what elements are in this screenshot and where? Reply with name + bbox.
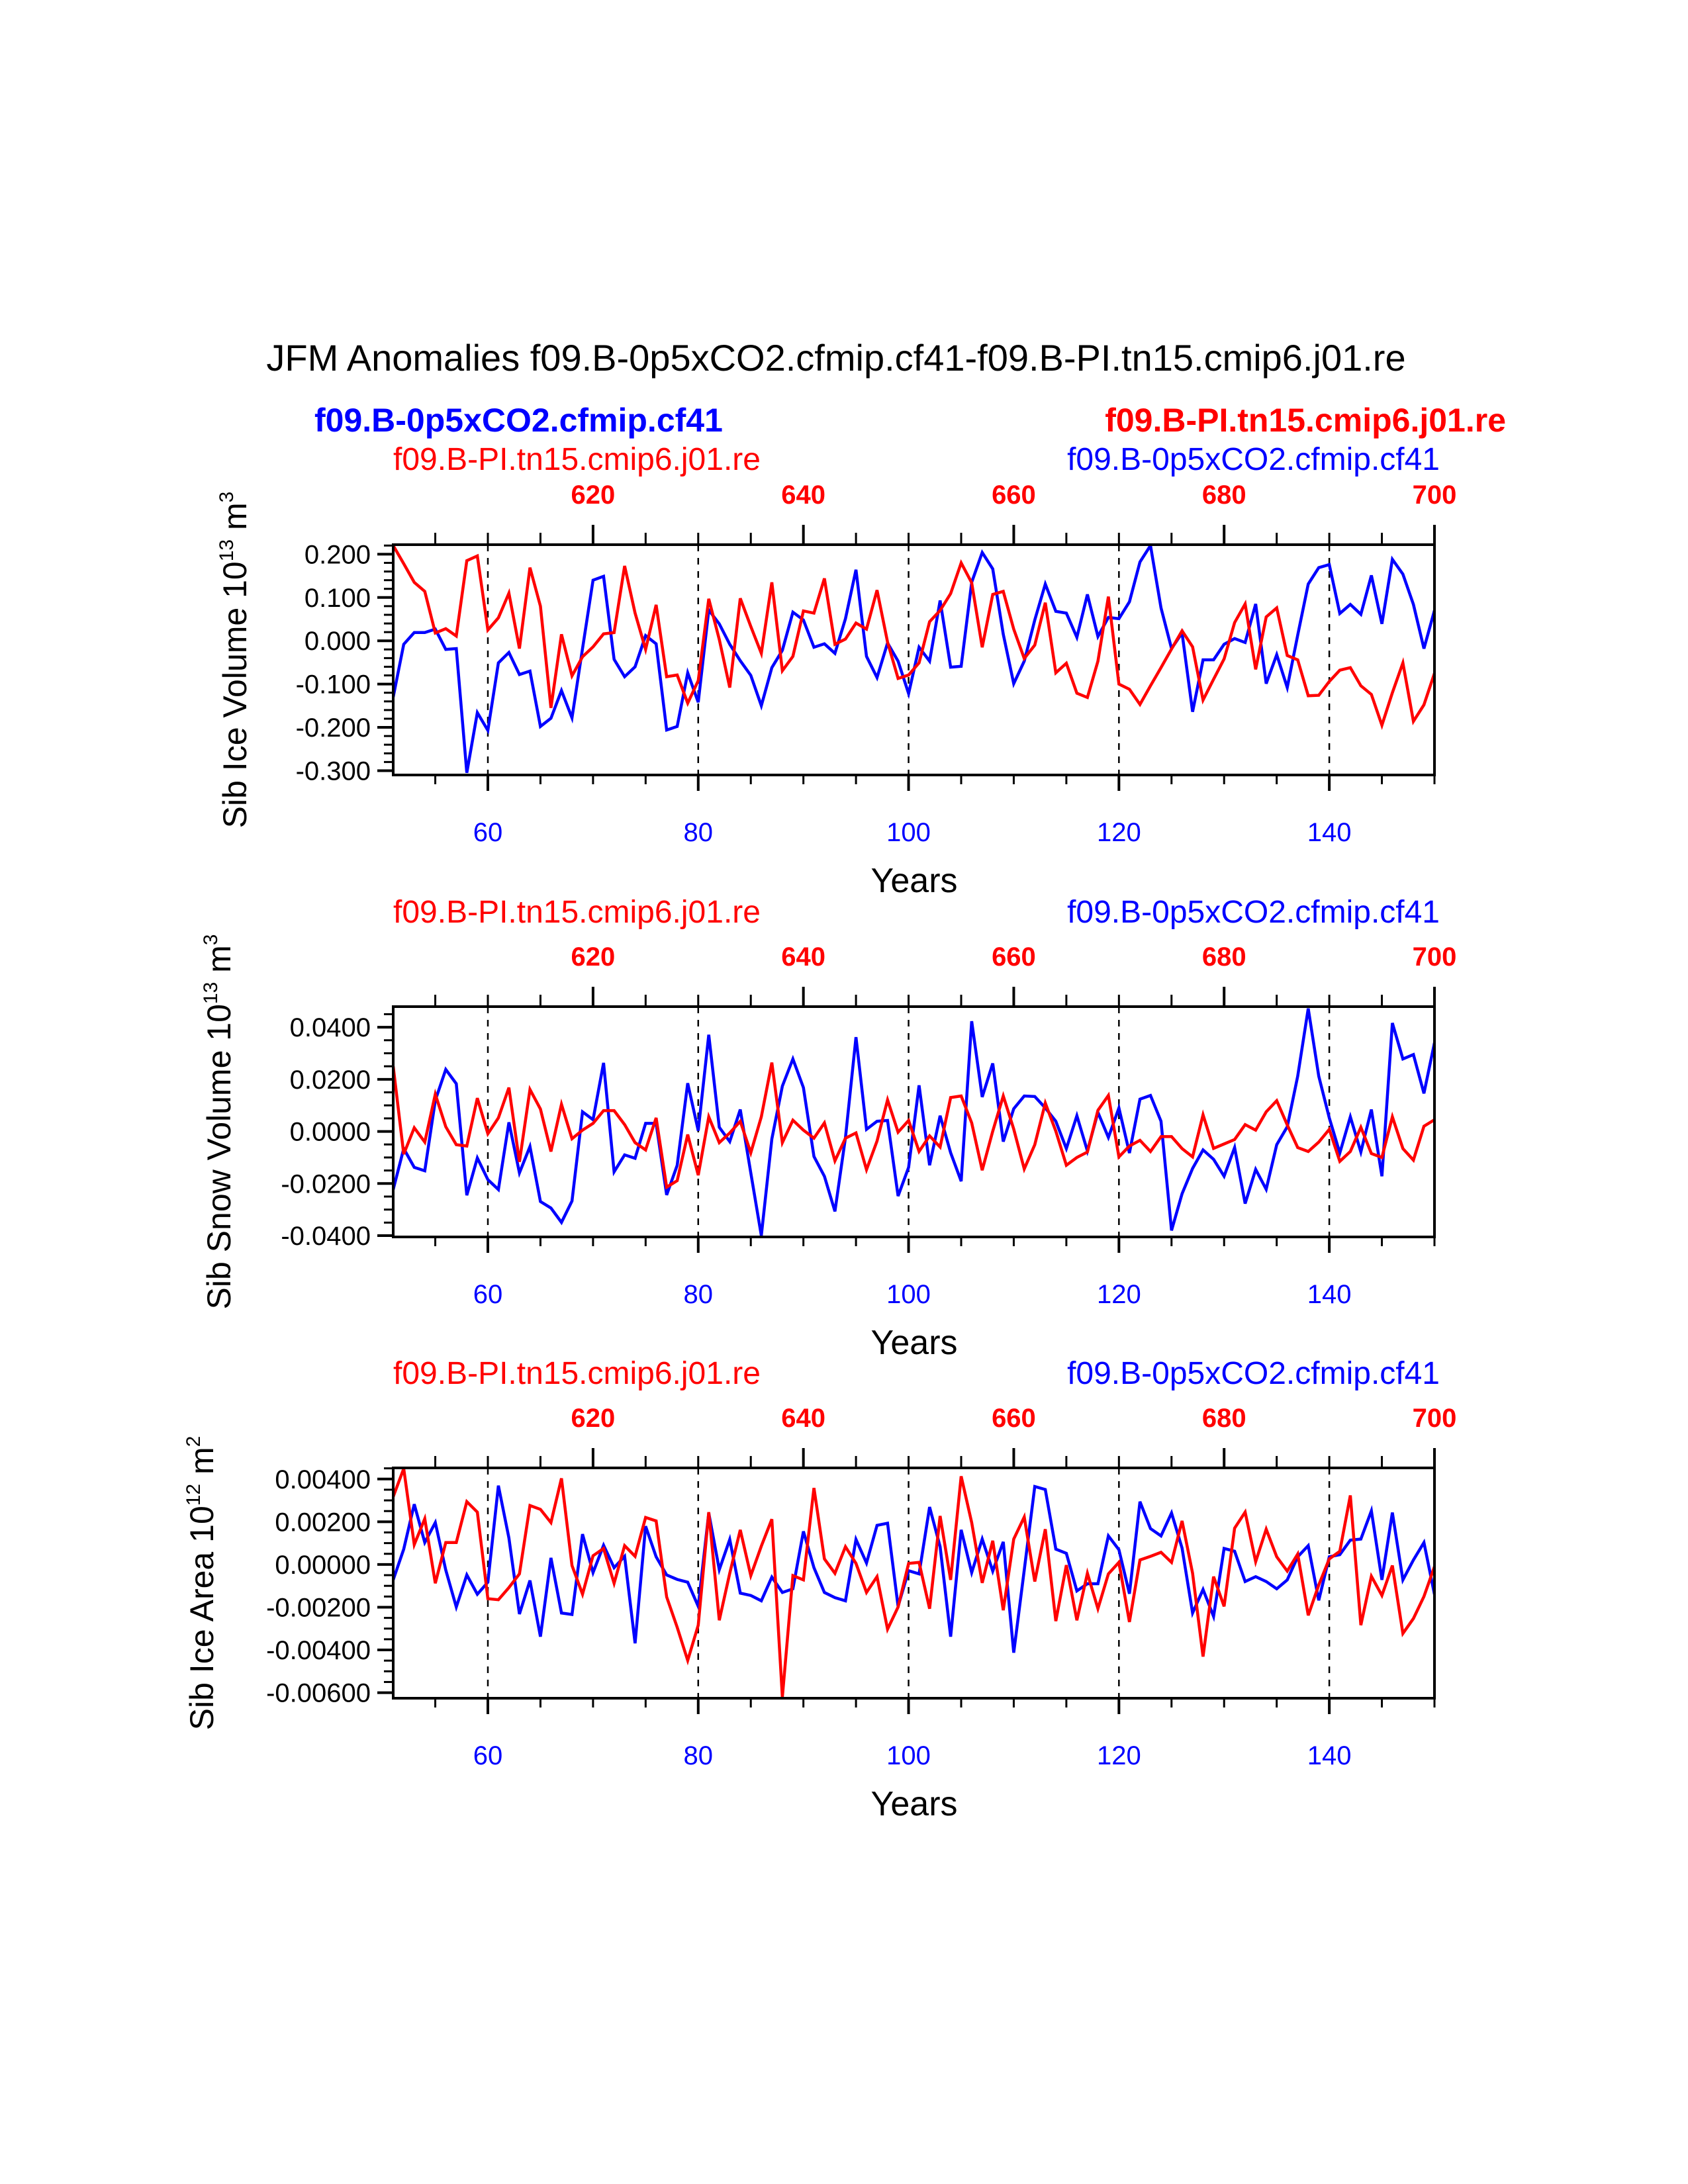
plot-frame — [392, 1005, 1436, 1238]
y-tick-label: 0.0400 — [290, 1013, 371, 1042]
y-axis-label-exponent: 13 — [216, 539, 238, 561]
right-run-label: f09.B-0p5xCO2.cfmip.cf41 — [1067, 442, 1440, 477]
x-tick-label: 120 — [1097, 1280, 1141, 1309]
left-run-label: f09.B-PI.tn15.cmip6.j01.re — [393, 1356, 761, 1391]
plot-frame — [392, 1467, 1436, 1700]
right-bold-run-label: f09.B-PI.tn15.cmip6.j01.re — [1105, 402, 1506, 439]
x-tick-label: 60 — [473, 1741, 503, 1770]
y-axis-label-text: Sib Snow Volume 10 — [201, 1004, 238, 1309]
y-tick-label: 0.00400 — [275, 1465, 371, 1494]
x-tick-label: 100 — [886, 1280, 931, 1309]
top-x-tick-label: 640 — [781, 942, 825, 972]
x-axis-label: Years — [870, 1324, 957, 1362]
x-tick-label: 140 — [1307, 1280, 1352, 1309]
left-bold-run-label: f09.B-0p5xCO2.cfmip.cf41 — [314, 402, 723, 439]
y-axis-label-exponent: 12 — [183, 1484, 205, 1506]
y-axis-label-exponent: 3 — [216, 492, 238, 503]
y-tick-label: -0.0200 — [281, 1169, 371, 1199]
y-tick-label: -0.00600 — [266, 1679, 371, 1708]
panel-3: 60 80 100 120 140 620 640 660 680 700 0.00400 0.002… — [183, 1356, 1456, 1823]
x-tick-label: 140 — [1307, 818, 1352, 847]
y-tick-label: 0.0000 — [290, 1118, 371, 1147]
x-tick-label: 120 — [1097, 1741, 1141, 1770]
x-tick-label: 80 — [684, 818, 714, 847]
y-tick-label: -0.00200 — [266, 1593, 371, 1622]
panels: 60 80 100 120 140 620 640 660 680 700 0.200 0.100 0.… — [183, 402, 1506, 1823]
y-tick-label: -0.0400 — [281, 1222, 371, 1251]
top-x-tick-label: 620 — [571, 480, 616, 510]
x-axis-label: Years — [870, 1785, 957, 1823]
series-line-exp — [393, 1008, 1434, 1236]
y-tick-label: -0.200 — [296, 713, 371, 743]
left-run-label: f09.B-PI.tn15.cmip6.j01.re — [393, 442, 761, 477]
top-x-tick-label: 620 — [571, 942, 616, 972]
top-x-tick-label: 680 — [1202, 1404, 1246, 1433]
y-tick-label: -0.100 — [296, 670, 371, 700]
panel-2: 60 80 100 120 140 620 640 660 680 700 0.0400 0.0200… — [200, 895, 1456, 1362]
y-axis-label-text: m — [201, 945, 238, 982]
top-x-tick-label: 640 — [781, 1404, 825, 1433]
series-line-ctrl — [393, 1062, 1434, 1190]
y-tick-label: 0.000 — [305, 627, 371, 656]
y-tick-label: -0.300 — [296, 756, 371, 786]
series-line-ctrl — [393, 545, 1434, 730]
x-tick-label: 140 — [1307, 1741, 1352, 1770]
top-x-tick-label: 660 — [992, 1404, 1036, 1433]
y-tick-label: -0.00400 — [266, 1636, 371, 1665]
top-x-tick-label: 700 — [1413, 480, 1457, 510]
series-line-exp — [393, 1484, 1434, 1653]
y-tick-label: 0.100 — [305, 584, 371, 613]
y-axis-label-exponent: 3 — [200, 934, 222, 945]
top-x-tick-label: 680 — [1202, 942, 1246, 972]
x-tick-label: 60 — [473, 818, 503, 847]
y-axis-label: Sib Ice Volume 1013 m3 — [216, 492, 254, 829]
y-tick-label: 0.0200 — [290, 1066, 371, 1095]
y-axis-label-text: m — [216, 502, 254, 539]
top-x-tick-label: 700 — [1413, 942, 1457, 972]
y-tick-label: 0.200 — [305, 540, 371, 569]
right-run-label: f09.B-0p5xCO2.cfmip.cf41 — [1067, 1356, 1440, 1391]
panel-1: 60 80 100 120 140 620 640 660 680 700 0.200 0.100 0.… — [216, 402, 1506, 900]
top-x-tick-label: 700 — [1413, 1404, 1457, 1433]
left-run-label: f09.B-PI.tn15.cmip6.j01.re — [393, 895, 761, 930]
series-line-ctrl — [393, 1468, 1434, 1698]
x-tick-label: 60 — [473, 1280, 503, 1309]
y-axis-label-text: m — [183, 1447, 220, 1484]
x-tick-label: 120 — [1097, 818, 1141, 847]
y-axis-label-text: Sib Ice Area 10 — [183, 1506, 220, 1730]
y-axis-label: Sib Snow Volume 1013 m3 — [200, 934, 238, 1309]
x-axis-label: Years — [870, 862, 957, 900]
figure-title: JFM Anomalies f09.B-0p5xCO2.cfmip.cf41-f… — [266, 337, 1405, 379]
top-x-tick-label: 640 — [781, 480, 825, 510]
y-axis-label: Sib Ice Area 1012 m2 — [183, 1436, 220, 1731]
top-x-tick-label: 660 — [992, 942, 1036, 972]
y-tick-label: 0.00200 — [275, 1508, 371, 1537]
top-x-tick-label: 660 — [992, 480, 1036, 510]
top-x-tick-label: 620 — [571, 1404, 616, 1433]
x-tick-label: 100 — [886, 818, 931, 847]
y-axis-label-exponent: 13 — [200, 982, 222, 1004]
top-x-tick-label: 680 — [1202, 480, 1246, 510]
right-run-label: f09.B-0p5xCO2.cfmip.cf41 — [1067, 895, 1440, 930]
x-tick-label: 80 — [684, 1741, 714, 1770]
y-axis-label-exponent: 2 — [183, 1436, 205, 1447]
plot-frame — [392, 543, 1436, 776]
x-tick-label: 100 — [886, 1741, 931, 1770]
y-axis-label-text: Sib Ice Volume 10 — [216, 561, 254, 828]
y-tick-label: 0.00000 — [275, 1551, 371, 1580]
x-tick-label: 80 — [684, 1280, 714, 1309]
